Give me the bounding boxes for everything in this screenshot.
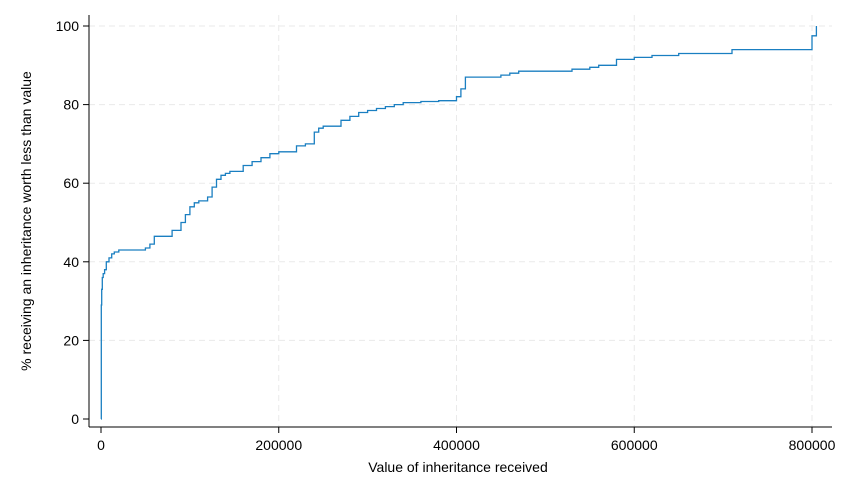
x-tick-label: 200000 [255,437,302,453]
y-axis-title: % receiving an inheritance worth less th… [18,71,34,371]
gridlines [89,15,832,427]
y-tick-label: 20 [63,332,79,348]
x-tick-label: 600000 [611,437,658,453]
x-tick-label: 800000 [789,437,836,453]
cumulative-distribution-line [100,26,818,420]
y-tick-label: 0 [71,411,79,427]
x-axis-title: Value of inheritance received [368,459,548,475]
y-tick-label: 80 [63,97,79,113]
y-tick-label: 40 [63,254,79,270]
y-tick-label: 100 [56,18,80,34]
ticks: 0 20 40 60 80 100 0 200000 400000 600000 800000 [56,18,836,453]
x-tick-label: 400000 [433,437,480,453]
axes [88,15,832,428]
y-tick-label: 60 [63,175,79,191]
x-tick-label: 0 [97,437,105,453]
